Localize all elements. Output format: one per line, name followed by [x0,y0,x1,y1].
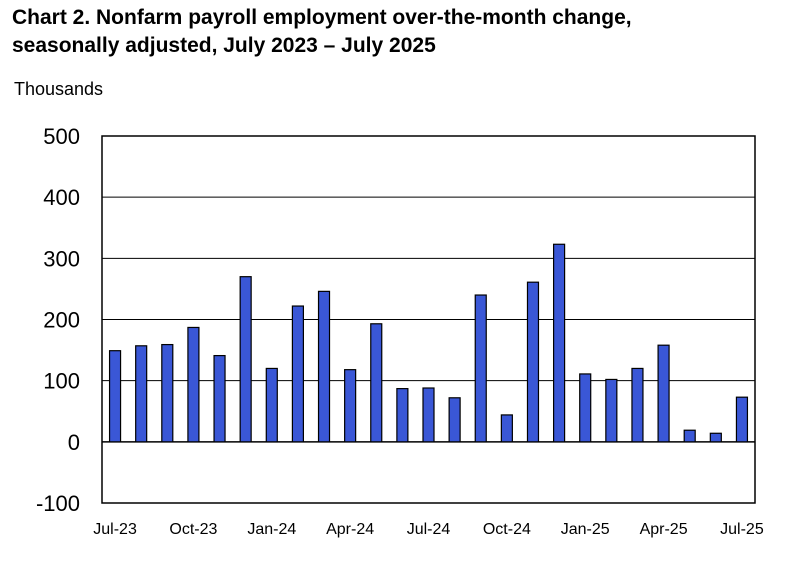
chart-title-line-2: seasonally adjusted, July 2023 – July 20… [12,34,436,57]
bar-Jul-25 [735,396,749,443]
bar-Dec-23 [239,276,252,443]
bar-Apr-24 [344,369,357,443]
bar-May-25 [683,429,696,443]
x-tick-label: Apr-25 [640,521,688,538]
y-tick-label: 300 [43,246,80,271]
bar-Feb-24 [291,305,304,443]
bar-Dec-24 [552,243,566,443]
bar-Feb-25 [605,378,618,443]
x-tick-label: Oct-24 [483,521,531,538]
plot-area-frame [101,135,756,504]
bar-Mar-24 [317,290,331,443]
y-tick-labels: -100 0 100 200 300 400 500 [36,124,80,516]
bar-Jul-24 [422,387,435,443]
bar-Oct-23 [187,326,200,443]
bar-Sep-23 [161,343,174,443]
x-tick-label: Jul-25 [720,521,764,538]
bar-Mar-25 [631,367,644,443]
bar-Aug-24 [448,397,461,443]
bar-Oct-24 [500,414,513,443]
chart-title: Chart 2. Nonfarm payroll employment over… [12,4,782,60]
x-tick-label: Jul-24 [407,521,451,538]
y-axis-units-label: Thousands [14,79,104,99]
chart-title-line-1: Chart 2. Nonfarm payroll employment over… [12,6,632,29]
bar-Sep-24 [474,294,487,443]
x-tick-labels: Jul-23 Oct-23 Jan-24 Apr-24 Jul-24 Oct-24 Jan-… [93,521,764,538]
bar-Nov-23 [213,354,226,443]
bars [108,243,749,443]
x-tick-label: Oct-23 [169,521,217,538]
y-tick-label: 200 [43,308,80,333]
bar-Aug-23 [135,345,148,443]
x-tick-label: Jul-23 [93,521,137,538]
x-tick-label: Jan-25 [561,521,610,538]
bar-Jul-23 [108,350,122,443]
x-tick-label: Jan-24 [247,521,296,538]
bar-Apr-25 [657,344,670,443]
bar-Jan-24 [265,367,278,443]
bar-Jun-25 [709,432,722,443]
y-tick-label: -100 [36,491,80,516]
bar-Jan-25 [579,373,592,443]
x-tick-label: Apr-24 [326,521,374,538]
y-tick-label: 500 [43,124,80,149]
y-tick-label: 100 [43,369,80,394]
y-tick-label: 0 [68,430,80,455]
bar-Nov-24 [526,281,540,443]
bar-Jun-24 [396,388,409,443]
bar-May-24 [370,323,383,443]
y-tick-label: 400 [43,185,80,210]
